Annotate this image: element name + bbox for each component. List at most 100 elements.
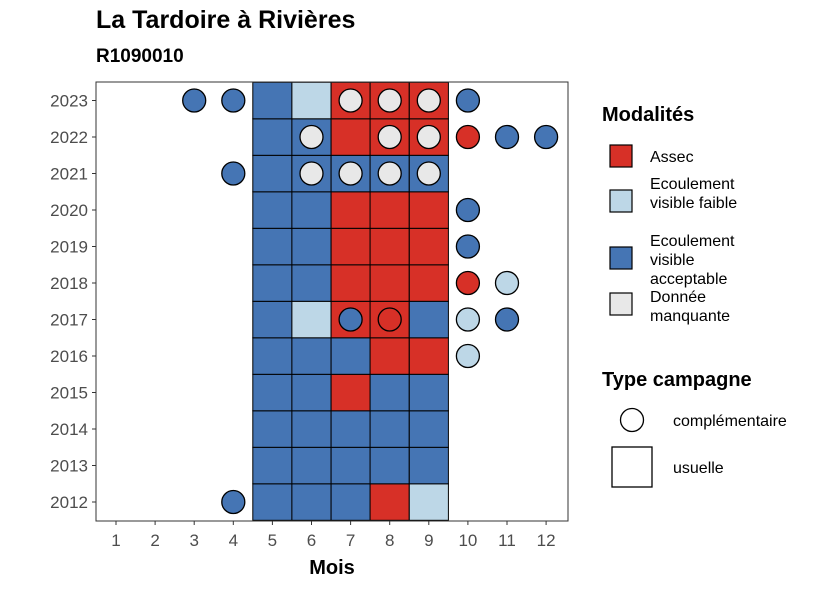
tile-2020-9 [408, 191, 449, 229]
tile-2016-6 [291, 337, 332, 375]
point-2019-10 [455, 234, 481, 259]
point-2018-11 [494, 270, 520, 296]
tile-2016-7 [330, 337, 371, 375]
tile-2016-9 [408, 337, 449, 375]
legend-label-acceptable: Ecoulement visible acceptable [650, 233, 735, 288]
x-tick-label-9: 9 [424, 531, 433, 550]
point-2017-10 [455, 307, 481, 332]
point-2023-7 [338, 88, 363, 113]
point-2016-10 [455, 343, 481, 369]
x-tick-label-1: 1 [111, 531, 120, 550]
y-tick-label-2015: 2015 [50, 384, 88, 403]
tile-2020-7 [330, 191, 371, 229]
panel-border [95, 81, 569, 522]
point-2021-4 [221, 161, 246, 186]
legend-label-complementaire: complémentaire [673, 413, 787, 430]
x-axis-title: Mois [309, 557, 355, 579]
point-2022-6 [299, 124, 324, 150]
legend-label-manquante: Donnée manquante [650, 289, 731, 325]
tile-2019-5 [252, 227, 293, 266]
point-2012-4 [221, 489, 246, 515]
x-tick-label-2: 2 [150, 531, 159, 550]
tile-2022-7 [330, 118, 371, 156]
tile-2012-6 [291, 483, 332, 521]
tile-2013-8 [369, 446, 410, 485]
tile-2012-5 [252, 483, 293, 521]
y-tick-label-2021: 2021 [50, 165, 88, 184]
x-tick-label-10: 10 [458, 531, 477, 550]
legend-type-title: Type campagne [602, 369, 752, 391]
tile-2017-5 [252, 300, 293, 339]
tile-2018-9 [408, 264, 449, 302]
tile-2023-6 [291, 81, 332, 120]
y-tick-label-2019: 2019 [50, 238, 88, 257]
legend-modalites-title: Modalités [602, 104, 695, 126]
y-tick-label-2022: 2022 [50, 128, 88, 147]
tile-2015-8 [369, 373, 410, 412]
tile-2014-7 [330, 410, 371, 448]
tile-2012-8 [369, 483, 410, 521]
point-2022-11 [494, 124, 520, 150]
tile-2016-5 [252, 337, 293, 375]
tile-2014-6 [291, 410, 332, 448]
tile-2015-6 [291, 373, 332, 412]
point-2022-8 [377, 124, 402, 150]
legend-key-usuelle [611, 446, 653, 488]
chart-subtitle: R1090010 [96, 46, 184, 67]
legend-label-assec: Assec [650, 149, 694, 166]
x-tick-label-12: 12 [537, 531, 556, 550]
tile-2016-8 [369, 337, 410, 375]
point-2023-9 [416, 88, 441, 113]
tile-2020-6 [291, 191, 332, 229]
point-2022-10 [455, 124, 481, 150]
tile-2018-7 [330, 264, 371, 302]
y-tick-label-2012: 2012 [50, 493, 88, 512]
y-tick-label-2018: 2018 [50, 274, 88, 293]
tile-2013-5 [252, 446, 293, 485]
point-2023-10 [455, 88, 481, 113]
tile-2013-6 [291, 446, 332, 485]
point-2023-3 [182, 88, 207, 113]
tile-2019-9 [408, 227, 449, 266]
legend-key-assec [609, 144, 633, 168]
legend-label-usuelle: usuelle [673, 460, 724, 477]
y-tick-label-2017: 2017 [50, 311, 88, 330]
point-2022-12 [533, 124, 559, 150]
point-2018-10 [455, 270, 481, 296]
x-tick-label-11: 11 [498, 531, 516, 550]
point-2021-9 [416, 161, 441, 186]
tile-2013-9 [408, 446, 449, 485]
tile-2017-6 [291, 300, 332, 339]
y-tick-label-2013: 2013 [50, 457, 88, 476]
legend-key-acceptable [609, 246, 633, 270]
tile-2018-5 [252, 264, 293, 302]
legend-key-manquante [609, 292, 633, 316]
tile-2017-9 [408, 300, 449, 339]
x-tick-label-8: 8 [385, 531, 394, 550]
tile-2014-5 [252, 410, 293, 448]
tile-2020-5 [252, 191, 293, 229]
tile-2015-7 [330, 373, 371, 412]
tile-2023-5 [252, 81, 293, 120]
tile-2021-5 [252, 154, 293, 193]
tile-2015-9 [408, 373, 449, 412]
tile-2018-8 [369, 264, 410, 302]
point-2017-7 [338, 307, 363, 332]
point-2017-11 [494, 307, 520, 332]
point-2022-9 [416, 124, 441, 150]
y-tick-label-2023: 2023 [50, 92, 88, 111]
tile-2019-8 [369, 227, 410, 266]
chart-title: La Tardoire à Rivières [96, 6, 356, 34]
x-tick-label-7: 7 [346, 531, 355, 550]
x-tick-label-4: 4 [229, 531, 238, 550]
y-tick-label-2020: 2020 [50, 201, 88, 220]
tile-2012-9 [408, 483, 449, 521]
point-2023-8 [377, 88, 402, 113]
point-2021-6 [299, 161, 324, 186]
point-2021-8 [377, 161, 402, 186]
legend-key-complementaire [619, 407, 645, 433]
tile-2013-7 [330, 446, 371, 485]
tile-2012-7 [330, 483, 371, 521]
legend-label-faible: Ecoulement visible faible [650, 176, 738, 212]
